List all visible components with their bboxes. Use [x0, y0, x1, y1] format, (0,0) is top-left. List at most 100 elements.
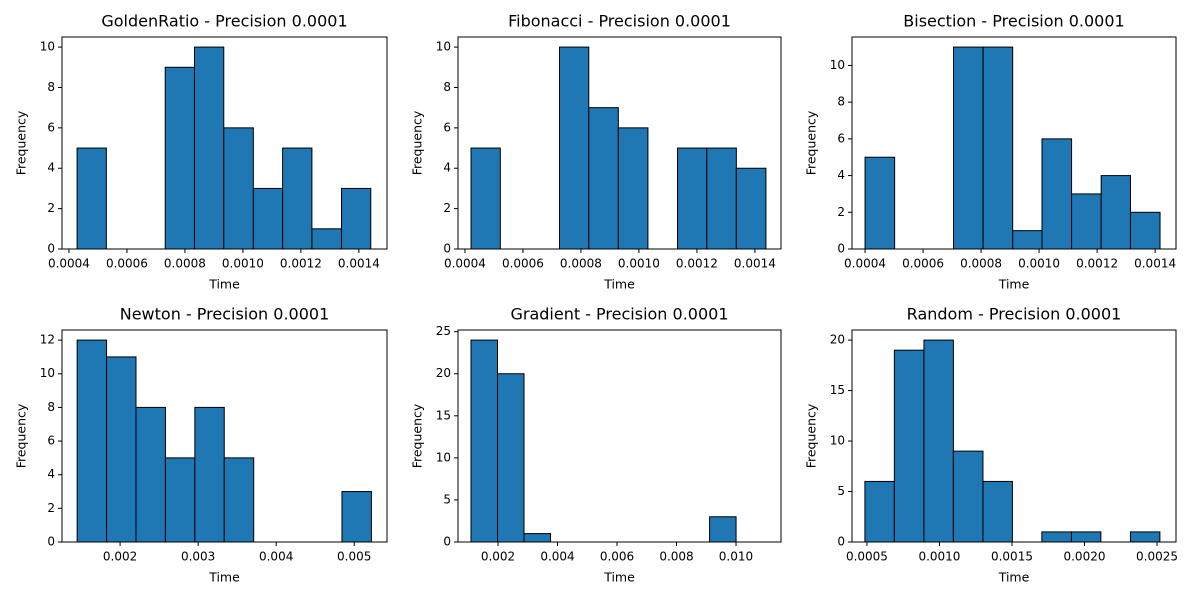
y-tick-label: 10 — [830, 58, 845, 72]
y-tick-label: 20 — [830, 333, 845, 347]
y-tick-label: 8 — [47, 400, 55, 414]
axes-frame — [851, 329, 1177, 543]
y-tick-label: 6 — [443, 120, 451, 134]
y-tick-label: 6 — [47, 434, 55, 448]
bar — [982, 480, 1013, 543]
axes-frame — [457, 36, 782, 250]
x-tick-label: 0.006 — [600, 550, 634, 564]
x-tick-label: 0.008 — [659, 550, 693, 564]
bar — [135, 406, 166, 543]
x-tick-label: 0.0010 — [618, 257, 660, 271]
bar — [223, 457, 255, 543]
subplot: 0.002 0.004 0.006 0.008 0.010 0 5 10 15 20 25 Gradi… — [410, 305, 782, 585]
x-tick-label: 0.0004 — [444, 257, 486, 271]
axes-frame — [61, 36, 388, 250]
bar — [735, 167, 767, 250]
x-axis-label: Time — [998, 277, 1030, 292]
x-tick-label: 0.0006 — [502, 257, 544, 271]
subplot: 0.0004 0.0006 0.0008 0.0010 0.0012 0.0014 0 2 4 6… — [14, 12, 388, 292]
bar — [588, 107, 619, 250]
y-tick-label: 4 — [47, 161, 55, 175]
y-tick-label: 2 — [443, 201, 451, 215]
x-axis-label: Time — [998, 570, 1030, 585]
bar — [676, 147, 708, 250]
bar — [76, 339, 108, 543]
x-tick-label: 0.0014 — [1134, 257, 1176, 271]
chart-title: Newton - Precision 0.0001 — [120, 305, 330, 324]
y-axis-label: Frequency — [14, 110, 29, 175]
bar — [1041, 138, 1073, 250]
bar — [923, 339, 954, 543]
chart-title: Random - Precision 0.0001 — [907, 305, 1122, 324]
y-tick-label: 0 — [47, 242, 55, 256]
bar — [193, 46, 225, 250]
bar — [341, 491, 372, 543]
bar — [1100, 175, 1131, 250]
bar — [617, 127, 649, 250]
subplot: 0.0004 0.0006 0.0008 0.0010 0.0012 0.0014 0 2 4 6… — [804, 12, 1177, 292]
subplot: 0.0004 0.0006 0.0008 0.0010 0.0012 0.0014 0 2 4 6… — [410, 12, 782, 292]
x-tick-label: 0.0012 — [676, 257, 718, 271]
chart-title: GoldenRatio - Precision 0.0001 — [101, 12, 347, 31]
y-tick-label: 6 — [47, 120, 55, 134]
bar — [340, 187, 372, 250]
x-tick-label: 0.0012 — [280, 257, 322, 271]
bar — [194, 406, 225, 543]
chart-title: Gradient - Precision 0.0001 — [510, 305, 728, 324]
x-tick-label: 0.0014 — [734, 257, 776, 271]
y-tick-label: 2 — [47, 201, 55, 215]
x-tick-label: 0.0005 — [846, 550, 888, 564]
x-tick-label: 0.0015 — [991, 550, 1033, 564]
x-tick-label: 0.0025 — [1136, 550, 1178, 564]
y-tick-label: 8 — [443, 80, 451, 94]
y-axis-label: Frequency — [410, 110, 425, 175]
subplot: 0.0005 0.0010 0.0015 0.0020 0.0025 0 5 10 15 20 Ra… — [804, 305, 1179, 585]
y-tick-label: 6 — [837, 131, 845, 145]
y-tick-label: 2 — [837, 205, 845, 219]
bar — [864, 156, 896, 250]
x-axis-label: Time — [603, 277, 635, 292]
x-axis-label: Time — [208, 570, 240, 585]
y-tick-label: 10 — [40, 40, 55, 54]
y-tick-label: 12 — [40, 333, 55, 347]
x-tick-label: 0.0006 — [106, 257, 148, 271]
y-tick-label: 15 — [436, 408, 451, 422]
y-tick-label: 10 — [436, 450, 451, 464]
y-tick-label: 5 — [837, 484, 845, 498]
bar — [164, 66, 195, 250]
y-tick-label: 25 — [436, 324, 451, 338]
y-tick-label: 4 — [443, 161, 451, 175]
x-tick-label: 0.0004 — [844, 257, 886, 271]
chart-title: Bisection - Precision 0.0001 — [903, 12, 1124, 31]
x-tick-label: 0.004 — [259, 550, 293, 564]
x-tick-label: 0.0008 — [164, 257, 206, 271]
bar — [1041, 531, 1072, 543]
bar — [470, 147, 501, 250]
bar — [223, 127, 254, 250]
y-tick-label: 8 — [47, 80, 55, 94]
y-axis-label: Frequency — [14, 403, 29, 468]
y-tick-label: 4 — [837, 168, 845, 182]
x-tick-label: 0.0004 — [48, 257, 90, 271]
y-tick-label: 15 — [830, 383, 845, 397]
bar — [470, 339, 499, 543]
x-tick-label: 0.0010 — [1018, 257, 1060, 271]
bar — [709, 516, 737, 543]
x-tick-label: 0.0010 — [918, 550, 960, 564]
x-tick-label: 0.005 — [337, 550, 371, 564]
x-tick-label: 0.0012 — [1076, 257, 1118, 271]
y-tick-label: 10 — [436, 40, 451, 54]
x-tick-label: 0.0008 — [560, 257, 602, 271]
bar — [76, 147, 107, 250]
bar — [1071, 193, 1102, 250]
bar — [497, 373, 525, 543]
chart-title: Fibonacci - Precision 0.0001 — [508, 12, 731, 31]
y-tick-label: 0 — [443, 242, 451, 256]
x-axis-label: Time — [208, 277, 240, 292]
x-tick-label: 0.0010 — [222, 257, 264, 271]
bar — [982, 46, 1014, 250]
axes-frame — [851, 36, 1177, 250]
x-tick-label: 0.003 — [181, 550, 215, 564]
bar — [1012, 230, 1043, 250]
